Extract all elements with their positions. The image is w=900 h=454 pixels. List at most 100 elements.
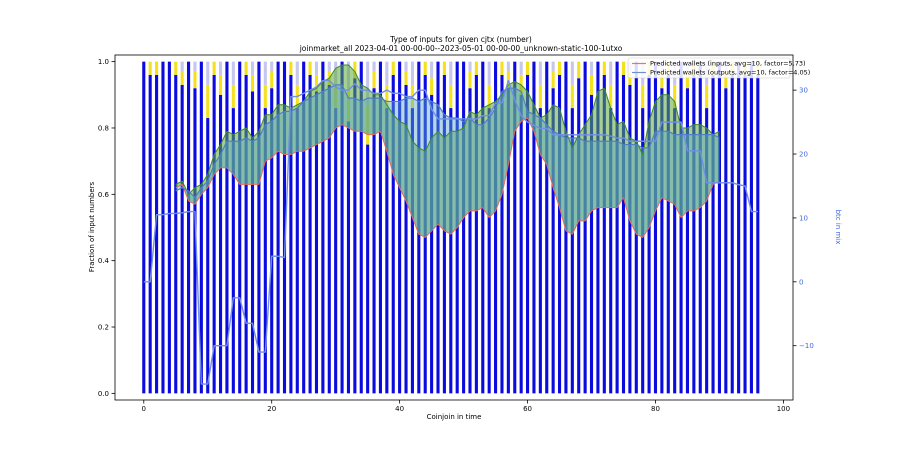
y-axis-right-label: btc in mix: [834, 210, 842, 245]
bar-remix-yellow-73: [609, 84, 613, 109]
bar-fresh-27: [314, 91, 319, 394]
bar-remix-yellow-48: [449, 84, 453, 109]
bar-fresh-2: [155, 74, 159, 394]
x-axis: 0 20 40 60 80 100: [142, 400, 790, 413]
bar-fresh-95: [749, 61, 753, 394]
bar-remix-yellow-91: [724, 71, 728, 89]
bar-remix-lavender-17: [250, 61, 255, 75]
bar-remix-yellow-83: [673, 84, 677, 109]
chart-subtitle: joinmarket_all 2023-04-01 00-00-00--2023…: [299, 44, 623, 53]
bar-fresh-6: [180, 84, 184, 394]
bar-fresh-3: [161, 61, 165, 394]
bar-remix-lavender-6: [180, 61, 184, 72]
bar-fresh-71: [596, 61, 600, 394]
y-right-tick-label-3: 20: [799, 151, 808, 159]
y-tick-label-2: 0.4: [98, 257, 110, 265]
bar-remix-yellow-64: [551, 71, 555, 89]
bar-fresh-58: [513, 61, 517, 394]
bar-remix-lavender-41: [404, 61, 408, 72]
bar-remix-yellow-36: [372, 71, 376, 89]
bar-remix-lavender-67: [570, 61, 574, 85]
bar-remix-yellow-16: [244, 61, 248, 75]
bar-fresh-34: [359, 61, 363, 394]
bar-fresh-65: [557, 74, 562, 394]
bar-fresh-86: [692, 74, 696, 394]
bar-remix-lavender-42: [410, 61, 414, 85]
legend-label-outputs: Predicted wallets (outputs, avg=10, fact…: [650, 69, 810, 77]
bar-fresh-15: [238, 61, 242, 394]
bar-remix-lavender-73: [609, 61, 613, 85]
bar-fresh-14: [231, 108, 235, 394]
bar-remix-yellow-68: [577, 61, 581, 79]
bar-fresh-60: [526, 74, 530, 394]
bar-remix-lavender-48: [449, 61, 453, 85]
bar-fresh-53: [481, 61, 485, 394]
bar-fresh-47: [442, 74, 446, 394]
bar-fresh-18: [257, 61, 261, 394]
y-axis-label: Fraction of input numbers: [88, 181, 96, 272]
bar-fresh-32: [346, 121, 351, 394]
bar-fresh-87: [698, 61, 702, 394]
bar-remix-yellow-88: [705, 84, 709, 109]
bar-fresh-42: [410, 108, 414, 394]
bar-remix-yellow-20: [270, 71, 274, 89]
bar-fresh-70: [589, 94, 594, 394]
bar-fresh-84: [679, 61, 683, 394]
bar-fresh-17: [250, 91, 255, 394]
bar-fresh-82: [666, 74, 670, 394]
bar-remix-yellow-23: [289, 61, 293, 75]
y-tick-label-0: 0.0: [98, 390, 109, 398]
bar-fresh-92: [730, 74, 734, 394]
x-tick-label-100: 100: [777, 405, 790, 413]
bar-fresh-73: [609, 108, 613, 394]
bar-fresh-41: [404, 84, 408, 394]
bar-remix-lavender-51: [468, 61, 472, 72]
bar-remix-yellow-2: [155, 61, 159, 75]
bar-fresh-59: [519, 94, 523, 394]
bar-fresh-90: [717, 61, 721, 394]
bar-remix-yellow-51: [468, 71, 472, 89]
bar-fresh-33: [353, 78, 357, 394]
bar-remix-yellow-62: [538, 84, 542, 109]
bar-remix-yellow-39: [391, 61, 395, 75]
bar-remix-lavender-35: [366, 61, 370, 105]
bar-fresh-54: [487, 108, 491, 394]
x-tick-label-40: 40: [395, 405, 404, 413]
bar-fresh-5: [174, 74, 178, 394]
bar-remix-yellow-47: [442, 61, 446, 75]
x-tick-label-20: 20: [267, 405, 276, 413]
bar-fresh-96: [756, 74, 760, 394]
bar-remix-yellow-12: [218, 74, 223, 95]
bar-remix-yellow-41: [404, 71, 408, 85]
y-right-tick-label-2: 10: [799, 214, 808, 222]
bar-fresh-28: [321, 61, 325, 394]
bar-fresh-25: [302, 61, 306, 394]
bar-fresh-10: [206, 118, 210, 394]
bar-fresh-68: [577, 78, 581, 394]
bar-remix-lavender-12: [218, 61, 223, 75]
bar-remix-yellow-17: [250, 74, 255, 92]
bar-fresh-46: [436, 61, 440, 394]
bar-fresh-57: [506, 88, 510, 394]
bar-fresh-50: [462, 61, 466, 394]
bar-fresh-40: [398, 61, 402, 394]
bar-remix-lavender-8: [193, 61, 197, 72]
bar-fresh-52: [474, 74, 478, 394]
bar-fresh-37: [378, 61, 382, 394]
bar-fresh-55: [494, 61, 498, 394]
bar-remix-yellow-38: [385, 84, 389, 109]
bar-remix-yellow-8: [193, 71, 197, 89]
bar-fresh-91: [724, 88, 728, 394]
bar-fresh-39: [391, 74, 395, 394]
bar-fresh-75: [621, 74, 626, 394]
chart-title: Type of inputs for given cjtx (number): [389, 35, 532, 44]
bar-fresh-16: [244, 74, 248, 394]
bar-fresh-72: [602, 74, 606, 394]
bar-fresh-64: [551, 88, 555, 394]
plot-frame: [114, 54, 794, 401]
bar-remix-yellow-5: [174, 61, 178, 75]
y-axis: 0.0 0.2 0.4 0.6 0.8 1.0: [98, 58, 115, 398]
lines-layer: [175, 64, 720, 238]
bar-fresh-62: [538, 108, 542, 394]
